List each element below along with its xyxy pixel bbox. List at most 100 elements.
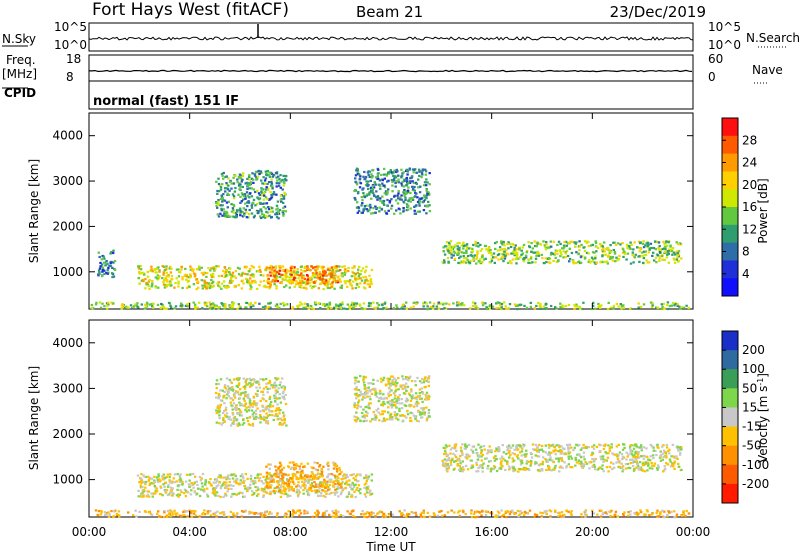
data-cell xyxy=(280,419,284,422)
data-cell xyxy=(492,465,496,468)
data-cell xyxy=(534,461,537,464)
data-cell xyxy=(492,252,496,255)
data-cell xyxy=(303,278,306,281)
data-cell xyxy=(240,192,244,195)
data-cell xyxy=(637,453,640,456)
data-cell xyxy=(122,304,125,307)
data-cell xyxy=(198,494,202,498)
data-cell xyxy=(630,453,633,456)
data-cell xyxy=(423,411,427,414)
data-cell xyxy=(206,493,209,496)
data-cell xyxy=(354,483,357,486)
data-cell xyxy=(354,279,358,282)
data-cell xyxy=(361,267,365,270)
data-cell xyxy=(334,479,338,482)
data-cell xyxy=(139,477,142,480)
data-cell xyxy=(375,196,378,199)
data-cell xyxy=(498,447,501,450)
data-cell xyxy=(500,306,503,309)
data-cell xyxy=(243,193,247,196)
data-cell xyxy=(427,191,430,194)
data-cell xyxy=(601,245,604,248)
data-cell xyxy=(231,477,235,480)
data-cell xyxy=(326,286,330,289)
data-cell xyxy=(372,207,375,210)
data-cell xyxy=(370,268,374,272)
data-cell xyxy=(629,462,632,465)
data-cell xyxy=(150,477,154,480)
data-cell xyxy=(382,397,385,400)
data-cell xyxy=(303,266,307,270)
data-cell xyxy=(358,186,362,189)
data-cell xyxy=(341,303,344,306)
data-cell xyxy=(472,451,475,454)
data-cell xyxy=(154,492,157,495)
data-cell xyxy=(159,306,163,310)
data-cell xyxy=(97,273,100,276)
data-cell xyxy=(623,446,626,449)
data-cell xyxy=(474,448,478,451)
data-cell xyxy=(474,306,478,309)
data-cell xyxy=(363,416,366,419)
data-cell xyxy=(407,379,410,382)
data-cell xyxy=(226,193,229,196)
data-cell xyxy=(571,466,574,469)
data-cell xyxy=(545,246,548,249)
data-cell xyxy=(151,270,154,273)
data-cell xyxy=(243,404,246,407)
data-cell xyxy=(579,261,583,264)
data-cell xyxy=(446,463,449,466)
data-cell xyxy=(592,301,595,304)
data-cell xyxy=(364,280,367,283)
data-cell xyxy=(655,306,658,309)
data-cell xyxy=(268,271,272,274)
data-cell xyxy=(383,210,387,213)
data-cell xyxy=(432,302,436,305)
data-cell xyxy=(635,456,638,459)
data-cell xyxy=(593,251,596,254)
data-cell xyxy=(394,385,397,388)
data-cell xyxy=(616,259,619,262)
data-cell xyxy=(643,454,646,458)
data-cell xyxy=(322,465,325,468)
data-cell xyxy=(540,253,543,256)
data-cell xyxy=(542,305,546,308)
data-cell xyxy=(425,189,428,192)
data-cell xyxy=(204,479,207,482)
data-cell xyxy=(364,275,367,278)
data-cell xyxy=(178,474,181,478)
data-cell xyxy=(418,168,421,171)
data-cell xyxy=(279,495,283,498)
data-cell xyxy=(230,203,233,206)
data-cell xyxy=(493,466,497,469)
data-cell xyxy=(344,282,347,285)
data-cell xyxy=(452,302,455,305)
data-cell xyxy=(312,477,316,480)
data-cell xyxy=(295,491,298,494)
data-cell xyxy=(637,302,640,305)
data-cell xyxy=(607,452,610,455)
data-cell xyxy=(503,250,506,253)
data-cell xyxy=(206,495,210,498)
data-cell xyxy=(559,305,562,309)
data-cell xyxy=(162,271,165,274)
data-cell xyxy=(517,257,520,260)
data-cell xyxy=(369,302,372,305)
data-cell xyxy=(367,210,370,213)
data-cell xyxy=(427,398,430,401)
data-cell xyxy=(163,307,166,310)
data-cell xyxy=(250,177,254,180)
data-cell xyxy=(97,251,100,254)
data-cell xyxy=(658,245,661,248)
data-cell xyxy=(454,244,457,247)
data-cell xyxy=(266,198,269,201)
data-cell xyxy=(351,287,354,290)
data-cell xyxy=(550,251,553,254)
data-cell xyxy=(555,260,559,263)
data-cell xyxy=(632,447,636,450)
data-cell xyxy=(328,492,331,496)
data-cell xyxy=(442,464,445,467)
data-cell xyxy=(662,449,666,452)
data-cell xyxy=(319,473,322,476)
data-cell xyxy=(98,301,102,304)
